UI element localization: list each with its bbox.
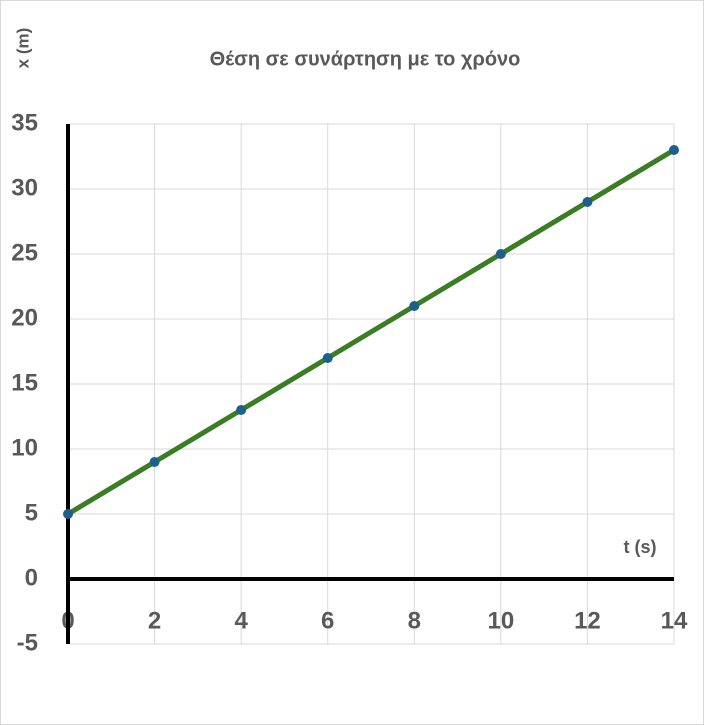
x-axis-label: t (s): [624, 537, 657, 557]
y-tick-label: 5: [25, 499, 38, 526]
data-point: [63, 509, 73, 519]
y-tick-label: 20: [11, 304, 38, 331]
x-tick-label: 4: [234, 607, 248, 634]
y-tick-label: 15: [11, 369, 38, 396]
data-point: [236, 405, 247, 415]
y-axis-label: x (m): [13, 28, 32, 69]
x-tick-label: 14: [661, 607, 688, 634]
y-tick-label: -5: [17, 629, 38, 656]
y-tick-label: 0: [25, 564, 38, 591]
y-tick-label: 10: [11, 434, 38, 461]
data-point: [669, 145, 679, 155]
data-point: [409, 301, 420, 311]
x-tick-label: 6: [321, 607, 334, 634]
y-tick-label: 25: [11, 239, 38, 266]
data-point: [495, 249, 506, 259]
data-line: [66, 147, 676, 517]
x-tick-label: 8: [408, 607, 421, 634]
data-point: [582, 197, 593, 207]
data-point: [149, 457, 160, 467]
y-tick-label: 35: [11, 109, 38, 136]
y-tick-label: 30: [11, 174, 38, 201]
x-tick-label: 2: [148, 607, 161, 634]
x-tick-label: 10: [488, 607, 515, 634]
x-tick-label: 12: [574, 607, 601, 634]
chart-title: Θέση σε συνάρτηση με το χρόνο: [210, 48, 521, 70]
data-point: [322, 353, 333, 363]
